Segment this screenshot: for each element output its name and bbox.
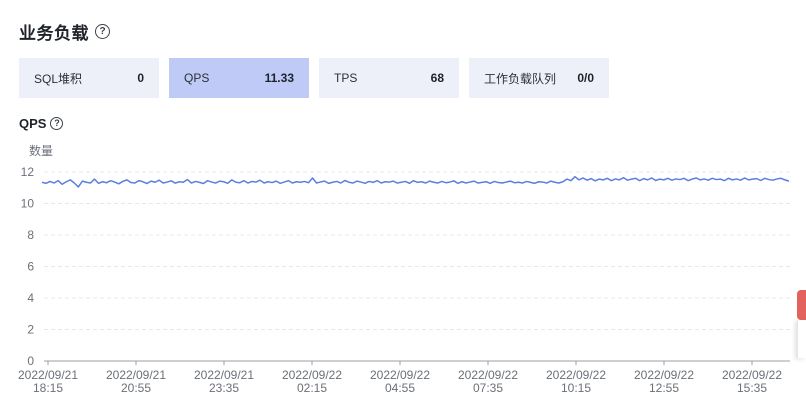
y-tick-label: 4	[27, 291, 34, 305]
metric-card-value: 0	[137, 71, 144, 85]
metric-card-value: 11.33	[264, 71, 294, 85]
metric-card-value: 0/0	[577, 71, 594, 85]
question-circle-icon[interactable]: ?	[95, 24, 110, 39]
x-tick-label-date: 2022/09/22	[370, 368, 430, 382]
x-tick-label-time: 07:35	[473, 381, 503, 395]
metric-cards: SQL堆积 0 QPS 11.33 TPS 68 工作负载队列 0/0	[19, 58, 609, 98]
y-tick-label: 2	[27, 323, 34, 337]
x-tick-label-date: 2022/09/21	[194, 368, 254, 382]
x-tick-label-date: 2022/09/22	[722, 368, 782, 382]
metric-card-label: TPS	[334, 71, 358, 85]
x-tick-label-time: 12:55	[649, 381, 679, 395]
x-tick-label-time: 04:55	[385, 381, 415, 395]
x-tick-label-time: 20:55	[121, 381, 151, 395]
y-tick-label: 8	[27, 228, 34, 242]
chart-title-text: QPS	[19, 116, 47, 131]
metric-card-label: SQL堆积	[34, 71, 83, 86]
metric-card-label: 工作负载队列	[484, 71, 557, 86]
qps-series-line	[41, 175, 790, 188]
metric-card-label: QPS	[184, 71, 210, 85]
section-title-text: 业务负载	[19, 24, 89, 43]
chart-title: QPS ?	[19, 116, 64, 131]
x-tick-label-date: 2022/09/22	[634, 368, 694, 382]
metric-card-tps[interactable]: TPS 68	[319, 58, 459, 98]
y-axis-label: 数量	[29, 143, 53, 158]
side-panel-edge	[797, 320, 806, 358]
x-tick-label-date: 2022/09/21	[106, 368, 166, 382]
x-tick-label-time: 18:15	[33, 381, 63, 395]
metric-card-value: 68	[430, 71, 444, 85]
metric-card-qps[interactable]: QPS 11.33	[169, 58, 309, 98]
x-tick-label-date: 2022/09/22	[458, 368, 518, 382]
question-circle-icon[interactable]: ?	[50, 117, 64, 130]
side-feedback-tab[interactable]	[797, 290, 806, 320]
x-tick-label-date: 2022/09/21	[18, 368, 78, 382]
x-tick-label-date: 2022/09/22	[282, 368, 342, 382]
y-tick-label: 10	[21, 197, 35, 211]
x-tick-label-date: 2022/09/22	[546, 368, 606, 382]
metric-card-sql-backlog[interactable]: SQL堆积 0	[19, 58, 159, 98]
section-title: 业务负载 ?	[19, 19, 110, 44]
x-tick-label-time: 10:15	[561, 381, 591, 395]
y-tick-label: 12	[21, 165, 35, 179]
y-tick-label: 6	[27, 260, 34, 274]
x-tick-label-time: 02:15	[297, 381, 327, 395]
x-tick-label-time: 15:35	[737, 381, 767, 395]
y-tick-label: 0	[27, 354, 34, 368]
x-tick-label-time: 23:35	[209, 381, 239, 395]
metric-card-workload-queue[interactable]: 工作负载队列 0/0	[469, 58, 609, 98]
